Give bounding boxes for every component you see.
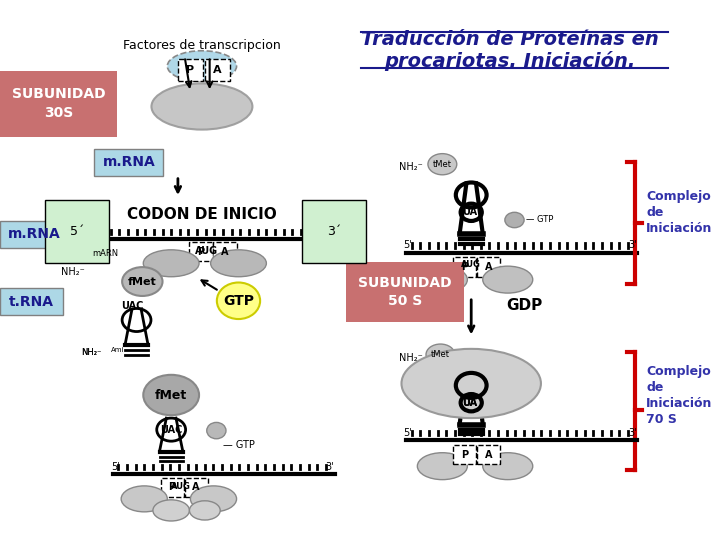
- Ellipse shape: [426, 344, 455, 365]
- Ellipse shape: [143, 375, 199, 415]
- Text: P: P: [461, 450, 468, 460]
- Text: P: P: [461, 262, 468, 272]
- Text: — GTP: — GTP: [526, 215, 554, 225]
- Text: 5': 5': [403, 428, 412, 437]
- FancyBboxPatch shape: [477, 445, 500, 464]
- Ellipse shape: [402, 349, 541, 418]
- Text: GTP: GTP: [223, 294, 254, 308]
- Text: m.RNA: m.RNA: [8, 227, 61, 241]
- Text: A: A: [221, 247, 229, 256]
- Text: UA: UA: [462, 207, 477, 217]
- FancyBboxPatch shape: [161, 478, 184, 497]
- Ellipse shape: [505, 212, 524, 228]
- Text: GDP: GDP: [506, 299, 542, 313]
- Text: fMet: fMet: [155, 388, 187, 402]
- Text: UA: UA: [462, 397, 477, 408]
- Ellipse shape: [122, 267, 163, 296]
- Text: 5´: 5´: [70, 225, 84, 238]
- Text: — GTP: — GTP: [223, 440, 255, 450]
- Text: fMet: fMet: [128, 276, 157, 287]
- FancyBboxPatch shape: [453, 445, 476, 464]
- FancyBboxPatch shape: [189, 242, 212, 261]
- Text: CODON DE INICIO: CODON DE INICIO: [127, 207, 276, 222]
- Text: P: P: [168, 482, 176, 492]
- FancyBboxPatch shape: [94, 149, 163, 176]
- Text: Complejo
de
Iniciación
70 S: Complejo de Iniciación 70 S: [647, 364, 713, 426]
- Text: Ami: Ami: [111, 347, 124, 353]
- Text: SUBUNIDAD
30S: SUBUNIDAD 30S: [12, 87, 105, 120]
- FancyBboxPatch shape: [0, 71, 117, 137]
- Text: m.RNA: m.RNA: [102, 156, 156, 170]
- Ellipse shape: [418, 266, 467, 293]
- Text: 3´: 3´: [327, 225, 341, 238]
- Text: tMet: tMet: [433, 160, 452, 168]
- Text: Traducción de Proteínas en: Traducción de Proteínas en: [361, 30, 659, 49]
- Ellipse shape: [211, 250, 266, 276]
- Ellipse shape: [418, 453, 467, 480]
- Ellipse shape: [153, 500, 189, 521]
- FancyBboxPatch shape: [0, 288, 63, 315]
- Text: NH₂⁻: NH₂⁻: [61, 267, 85, 277]
- FancyBboxPatch shape: [346, 262, 464, 322]
- Text: NH₂⁻: NH₂⁻: [400, 354, 423, 363]
- Text: 5': 5': [403, 240, 412, 250]
- Text: 5': 5': [111, 462, 120, 472]
- Ellipse shape: [121, 486, 167, 512]
- Text: 3': 3': [629, 240, 637, 250]
- Text: SUBUNIDAD
50 S: SUBUNIDAD 50 S: [358, 276, 451, 308]
- Text: AUG: AUG: [195, 246, 218, 256]
- FancyBboxPatch shape: [477, 258, 500, 276]
- Text: Factores de transcripcion: Factores de transcripcion: [123, 39, 281, 52]
- Text: procariotas. Iniciación.: procariotas. Iniciación.: [384, 51, 635, 71]
- FancyBboxPatch shape: [214, 242, 237, 261]
- Ellipse shape: [207, 422, 226, 439]
- Text: UA: UA: [462, 397, 477, 408]
- Text: P: P: [186, 65, 194, 75]
- Text: NH₂⁻: NH₂⁻: [81, 348, 102, 357]
- Text: UAC: UAC: [122, 301, 144, 310]
- Text: Complejo
de
Iniciación: Complejo de Iniciación: [647, 190, 713, 235]
- Text: AUG: AUG: [462, 260, 481, 269]
- Text: AUG: AUG: [171, 482, 191, 490]
- Text: 3': 3': [629, 428, 637, 437]
- Text: mARN: mARN: [93, 249, 119, 258]
- FancyBboxPatch shape: [0, 221, 69, 248]
- Ellipse shape: [428, 154, 456, 175]
- Text: A: A: [213, 65, 222, 75]
- Text: NH₂⁻: NH₂⁻: [81, 348, 102, 357]
- Text: A: A: [192, 482, 200, 492]
- Ellipse shape: [482, 266, 533, 293]
- Ellipse shape: [189, 501, 220, 520]
- Ellipse shape: [151, 84, 253, 130]
- Text: tMet: tMet: [431, 350, 450, 359]
- FancyBboxPatch shape: [204, 59, 230, 80]
- Text: t.RNA: t.RNA: [9, 295, 54, 309]
- Ellipse shape: [190, 486, 237, 512]
- Text: UAC: UAC: [160, 424, 182, 435]
- Text: NH₂⁻: NH₂⁻: [400, 162, 423, 172]
- FancyBboxPatch shape: [184, 478, 207, 497]
- Ellipse shape: [167, 51, 237, 82]
- FancyBboxPatch shape: [178, 59, 203, 80]
- Ellipse shape: [482, 453, 533, 480]
- Text: A: A: [485, 450, 492, 460]
- Text: P: P: [197, 247, 204, 256]
- Text: AUG: AUG: [462, 448, 481, 457]
- Ellipse shape: [143, 250, 199, 276]
- Ellipse shape: [217, 282, 260, 319]
- Text: A: A: [485, 262, 492, 272]
- Text: 3': 3': [325, 462, 334, 472]
- FancyBboxPatch shape: [453, 258, 476, 276]
